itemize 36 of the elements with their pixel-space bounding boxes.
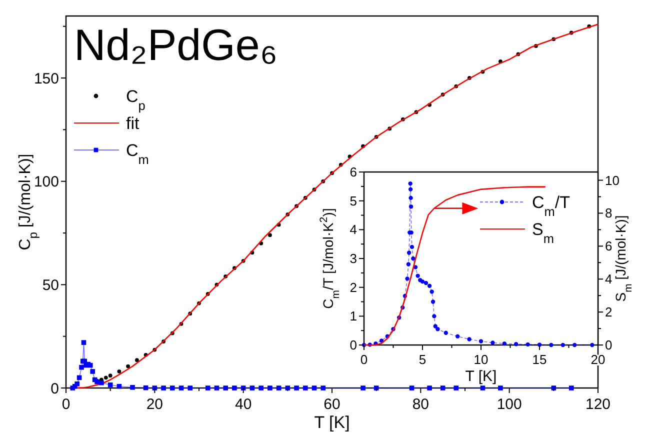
y2-tick-label: 10 — [605, 172, 620, 188]
x-tick-label: 80 — [412, 396, 430, 413]
x-tick-label: 5 — [418, 352, 426, 367]
y-tick-label: 6 — [350, 164, 357, 180]
y2-tick-label: 4 — [605, 272, 612, 287]
y2-tick-label: 6 — [605, 238, 612, 254]
y-tick-label: 5 — [350, 193, 357, 208]
y-tick-label: 3 — [350, 251, 357, 266]
legend-label: C$_{m}$/T — [532, 193, 570, 218]
legend-label: fit — [126, 114, 140, 133]
x-tick-label: 40 — [234, 396, 252, 413]
y-tick-label: 50 — [42, 276, 59, 294]
x-axis-title: T [K] — [314, 413, 350, 432]
y-tick-label: 150 — [34, 70, 59, 88]
x-tick-label: 0 — [360, 352, 368, 367]
x-tick-label: 60 — [324, 396, 340, 413]
x-axis-title: T [K] — [465, 368, 497, 385]
legend-label: C$_{p}$ — [126, 87, 146, 112]
y-tick-label: 4 — [350, 222, 357, 238]
legend-label: C$_{m}$ — [126, 141, 149, 166]
x-tick-label: 0 — [62, 396, 70, 413]
y2-tick-label: 2 — [605, 304, 612, 320]
x-tick-label: 120 — [585, 396, 611, 413]
y-tick-label: 1 — [350, 308, 357, 324]
y2-tick-label: 8 — [605, 206, 612, 221]
x-tick-label: 15 — [532, 352, 547, 367]
y-tick-label: 0 — [50, 380, 59, 398]
chart-title: Nd₂PdGe₆ — [74, 21, 278, 70]
legend-label: S$_{m}$ — [532, 220, 554, 246]
x-tick-label: 10 — [474, 352, 488, 367]
y-tick-label: 2 — [350, 280, 357, 295]
x-tick-label: 100 — [496, 396, 522, 413]
y-tick-label: 100 — [34, 174, 59, 191]
y-tick-label: 0 — [350, 338, 357, 353]
y2-tick-label: 0 — [605, 338, 612, 353]
x-tick-label: 20 — [146, 396, 164, 413]
